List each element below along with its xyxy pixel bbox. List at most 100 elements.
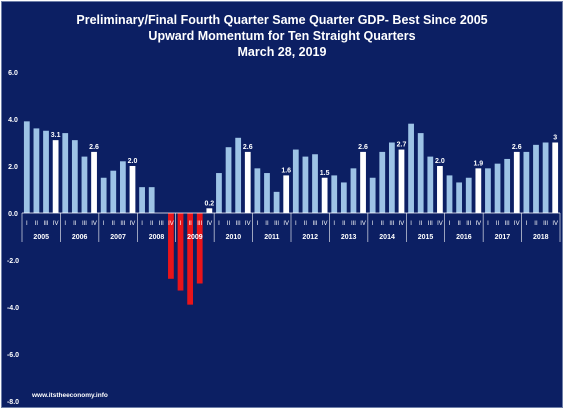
bar (533, 144, 539, 213)
data-label: 2.6 (243, 144, 253, 151)
bar (417, 133, 424, 213)
quarter-label: II (188, 221, 192, 227)
quarter-label: I (372, 221, 374, 227)
quarter-label: IV (53, 221, 59, 227)
quarter-label: III (428, 221, 433, 227)
quarter-label: I (103, 221, 105, 227)
bar (379, 151, 386, 213)
source-text: www.itstheeconomy.info (32, 392, 108, 399)
bar (485, 168, 491, 213)
quarter-label: III (197, 221, 202, 227)
quarter-label: III (351, 221, 356, 227)
year-label: 2012 (302, 234, 318, 241)
data-label: 3 (553, 135, 557, 142)
quarter-label: I (64, 221, 66, 227)
data-label: 1.5 (320, 170, 330, 177)
bar (33, 128, 40, 213)
bar (388, 142, 395, 213)
year-label: 2016 (456, 234, 472, 241)
bar (475, 168, 482, 213)
bar (43, 130, 49, 213)
bar (187, 213, 194, 305)
quarter-label: IV (130, 221, 136, 227)
quarter-label: III (44, 221, 49, 227)
year-label: 2006 (72, 234, 88, 241)
year-label: 2010 (226, 234, 242, 241)
quarter-label: II (35, 221, 39, 227)
bar (292, 149, 299, 213)
bar (119, 161, 126, 213)
data-label: 2.6 (358, 144, 368, 151)
bar (513, 151, 520, 213)
data-label: 2.0 (128, 158, 138, 165)
quarter-label: IV (514, 221, 520, 227)
bar (360, 151, 366, 213)
year-label: 2011 (264, 234, 279, 241)
bar (340, 182, 347, 213)
y-tick-label: -8.0 (7, 399, 19, 406)
bar (437, 166, 443, 213)
data-label: 1.6 (281, 167, 291, 174)
bar (244, 151, 251, 213)
bar (331, 175, 338, 213)
bar (62, 133, 69, 213)
year-label: 2014 (379, 234, 395, 241)
quarter-label: II (265, 221, 269, 227)
y-tick-label: -2.0 (7, 258, 19, 265)
quarter-label: I (295, 221, 297, 227)
bar (273, 191, 280, 213)
quarter-label: II (381, 221, 385, 227)
quarter-label: IV (207, 221, 213, 227)
year-label: 2018 (533, 234, 549, 241)
quarter-label: II (342, 221, 346, 227)
quarter-label: II (419, 221, 423, 227)
quarter-label: III (505, 221, 510, 227)
quarter-label: II (227, 221, 231, 227)
bar (254, 168, 261, 213)
bar (465, 177, 472, 213)
quarter-label: III (466, 221, 471, 227)
year-label: 2015 (418, 234, 434, 241)
quarter-label: IV (399, 221, 405, 227)
data-label: 0.2 (204, 200, 214, 207)
quarter-label: I (526, 221, 528, 227)
quarter-label: III (274, 221, 279, 227)
bar (196, 213, 203, 284)
quarter-label: I (487, 221, 489, 227)
quarter-label: IV (322, 221, 328, 227)
data-label: 2.6 (89, 144, 99, 151)
quarter-label: IV (283, 221, 289, 227)
bar (206, 208, 213, 213)
y-tick-label: -4.0 (7, 305, 19, 312)
chart-subtitle: Upward Momentum for Ten Straight Quarter… (148, 29, 416, 43)
quarter-label: IV (476, 221, 482, 227)
bar (446, 175, 453, 213)
bar (129, 166, 136, 213)
bar (225, 147, 232, 213)
quarter-label: I (26, 221, 28, 227)
quarter-label: III (389, 221, 394, 227)
bar (216, 173, 222, 213)
quarter-label: IV (91, 221, 97, 227)
quarter-label: IV (437, 221, 443, 227)
quarter-label: I (333, 221, 335, 227)
quarter-label: I (410, 221, 412, 227)
y-tick-label: 4.0 (8, 117, 18, 124)
year-label: 2005 (33, 234, 49, 241)
bar (312, 154, 318, 213)
quarter-label: III (82, 221, 87, 227)
quarter-label: III (120, 221, 125, 227)
quarter-label: I (180, 221, 182, 227)
quarter-label: II (457, 221, 461, 227)
bar (139, 187, 145, 213)
bar (494, 163, 501, 213)
bar (283, 175, 290, 213)
bar (350, 168, 357, 213)
quarter-label: II (496, 221, 500, 227)
data-label: 2.7 (397, 142, 407, 149)
bar (456, 182, 463, 213)
quarter-label: I (218, 221, 220, 227)
y-tick-label: 6.0 (8, 70, 18, 77)
quarter-label: IV (360, 221, 366, 227)
quarter-label: II (304, 221, 308, 227)
